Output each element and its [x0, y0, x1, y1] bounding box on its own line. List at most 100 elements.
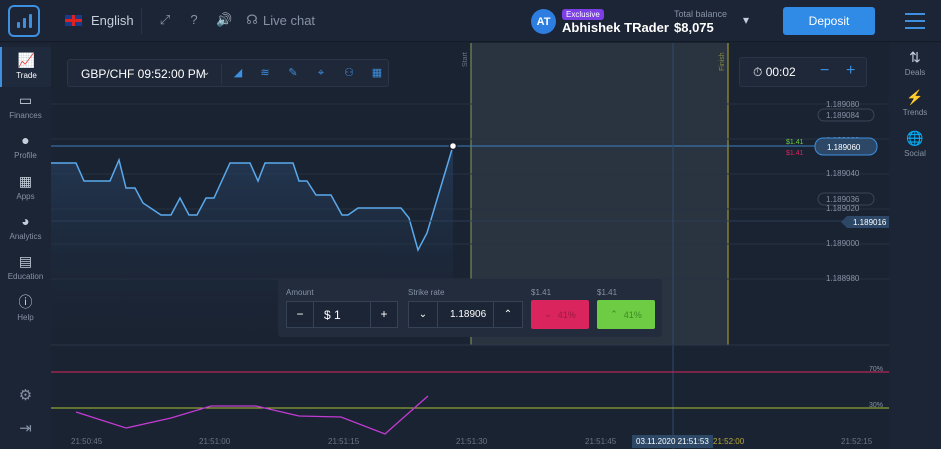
sidebar-item-help[interactable]: ⓘ Help: [0, 289, 51, 329]
asset-selector[interactable]: GBP/CHF 09:52:00 PM: [81, 67, 206, 81]
exclusive-badge: Exclusive: [562, 9, 604, 20]
sound-icon[interactable]: 🔊: [216, 12, 233, 27]
sidebar-item-label: Education: [7, 272, 44, 281]
sidebar-item-label: Trade: [16, 71, 37, 80]
user-name[interactable]: Abhishek TRader: [562, 20, 669, 35]
indicators-icon[interactable]: ≋: [260, 67, 270, 79]
sidebar-item-label: Help: [17, 313, 34, 322]
logout-icon[interactable]: ⇥: [19, 420, 32, 437]
divider: [141, 8, 142, 34]
language-selector[interactable]: English: [65, 13, 134, 28]
chart-area[interactable]: Start Finish 1.189080 1.189084 1.189060 …: [51, 43, 889, 449]
chevron-down-icon[interactable]: ⌄: [202, 67, 211, 78]
uk-flag-icon: [65, 15, 82, 26]
sidebar-item-label: Profile: [14, 151, 37, 160]
strike-input[interactable]: 1.18906: [450, 309, 487, 320]
wallet-icon: ▭: [18, 92, 33, 108]
bolt-icon: ⚡: [906, 89, 924, 105]
sidebar-item-label: Analytics: [9, 232, 42, 241]
call-button[interactable]: ⌃ 41%: [597, 300, 655, 329]
layout-icon[interactable]: ▦: [371, 67, 383, 79]
sidebar-item-trends[interactable]: ⚡ Trends: [889, 89, 941, 117]
divider: [221, 64, 222, 84]
price-pill: [817, 108, 875, 122]
live-chat-link[interactable]: Live chat: [263, 13, 316, 28]
sidebar-item-apps[interactable]: ▦ Apps: [0, 168, 51, 208]
crosshair-icon[interactable]: ⌖: [317, 67, 325, 79]
right-sidebar: ⇅ Deals ⚡ Trends 🌐 Social: [889, 43, 941, 449]
time-cursor: 03.11.2020 21:51:53: [636, 437, 709, 446]
strike-up-button[interactable]: ⌃: [493, 302, 522, 327]
time-tick: 21:51:15: [328, 437, 360, 446]
help-icon[interactable]: ?: [190, 12, 198, 27]
current-point: [448, 141, 458, 151]
current-price: 1.189060: [827, 143, 861, 152]
sidebar-item-social[interactable]: 🌐 Social: [889, 130, 941, 158]
price-pill: [817, 192, 875, 206]
sidebar-item-label: Apps: [16, 192, 35, 201]
price-level: 1.189020: [826, 204, 860, 213]
oscillator-level: 70%: [869, 366, 883, 373]
down-payout: $1.41: [531, 288, 552, 297]
sidebar-item-education[interactable]: ▤ Education: [0, 248, 51, 288]
oscillator-level: 30%: [869, 402, 883, 409]
chart-line-icon: 📈: [17, 52, 36, 68]
price-level: 1.188980: [826, 274, 860, 283]
arrows-icon: ⇅: [909, 49, 921, 65]
time-finish: 21:52:00: [713, 437, 745, 446]
top-bar: English ⤢ ? 🔊 ☊ Live chat AT Exclusive A…: [0, 0, 941, 42]
price-level: 1.189036: [826, 195, 860, 204]
price-level: 1.189080: [826, 100, 860, 109]
oscillator-line: [75, 395, 429, 435]
chevron-down-icon[interactable]: ▾: [743, 13, 750, 27]
timer-value[interactable]: ⏱ 00:02: [753, 65, 796, 80]
up-percent: 41%: [623, 309, 642, 320]
logo-icon[interactable]: [8, 5, 40, 37]
strike-label: Strike rate: [408, 288, 445, 297]
globe-icon: 🌐: [906, 130, 924, 146]
headset-icon[interactable]: ☊: [246, 12, 258, 27]
payout-up-tag: $1.41: [786, 139, 804, 146]
sidebar-item-analytics[interactable]: ◕ Analytics: [0, 208, 51, 248]
deposit-button[interactable]: Deposit: [783, 7, 875, 35]
up-payout: $1.41: [597, 288, 618, 297]
sidebar-item-profile[interactable]: ● Profile: [0, 127, 51, 167]
sidebar-item-finances[interactable]: ▭ Finances: [0, 87, 51, 127]
user-icon: ●: [21, 132, 30, 148]
expiry-timer: ⏱ 00:02 − +: [739, 57, 867, 87]
sidebar-item-trade[interactable]: 📈 Trade: [0, 47, 51, 87]
amount-input[interactable]: $ 1: [324, 307, 341, 322]
balance-value[interactable]: $8,075: [674, 20, 714, 35]
pencil-icon[interactable]: ✎: [288, 67, 298, 79]
avatar[interactable]: AT: [531, 9, 556, 34]
timer-plus-button[interactable]: +: [846, 62, 856, 79]
timer-minus-button[interactable]: −: [820, 62, 830, 79]
time-tick: 21:50:45: [71, 437, 103, 446]
time-tick: 21:51:00: [199, 437, 231, 446]
put-button[interactable]: ⌄ 41%: [531, 300, 589, 329]
menu-icon[interactable]: [905, 13, 925, 29]
fullscreen-icon[interactable]: ⤢: [159, 12, 171, 27]
timer-text: 00:02: [765, 65, 796, 79]
sidebar-item-label: Trends: [902, 108, 928, 117]
left-sidebar: 📈 Trade ▭ Finances ● Profile ▦ Apps ◕ An…: [0, 43, 51, 449]
payout-down-tag: $1.41: [786, 150, 804, 157]
chart-type-icon[interactable]: ◢: [233, 67, 243, 79]
strike-down-button[interactable]: ⌄: [409, 302, 438, 327]
stopwatch-icon: ⏱: [753, 65, 766, 79]
sidebar-item-deals[interactable]: ⇅ Deals: [889, 49, 941, 77]
sidebar-item-label: Finances: [9, 111, 42, 120]
gear-icon[interactable]: ⚙: [18, 387, 33, 404]
time-tick: 21:51:30: [456, 437, 488, 446]
add-user-icon[interactable]: ⚇: [344, 67, 354, 79]
finish-marker: Finish: [719, 52, 726, 71]
book-icon: ▤: [18, 253, 33, 269]
amount-minus-button[interactable]: −: [287, 302, 314, 327]
chevron-up-icon: ⌃: [610, 309, 618, 319]
amount-plus-button[interactable]: +: [370, 302, 397, 327]
amount-label: Amount: [286, 288, 314, 297]
price-chart[interactable]: Start Finish 1.189080 1.189084 1.189060 …: [51, 43, 889, 449]
chart-toolbar: GBP/CHF 09:52:00 PM ⌄ ◢ ≋ ✎ ⌖ ⚇ ▦: [67, 59, 389, 87]
time-cursor-tag: [632, 435, 713, 448]
current-price-tag: [814, 137, 878, 156]
